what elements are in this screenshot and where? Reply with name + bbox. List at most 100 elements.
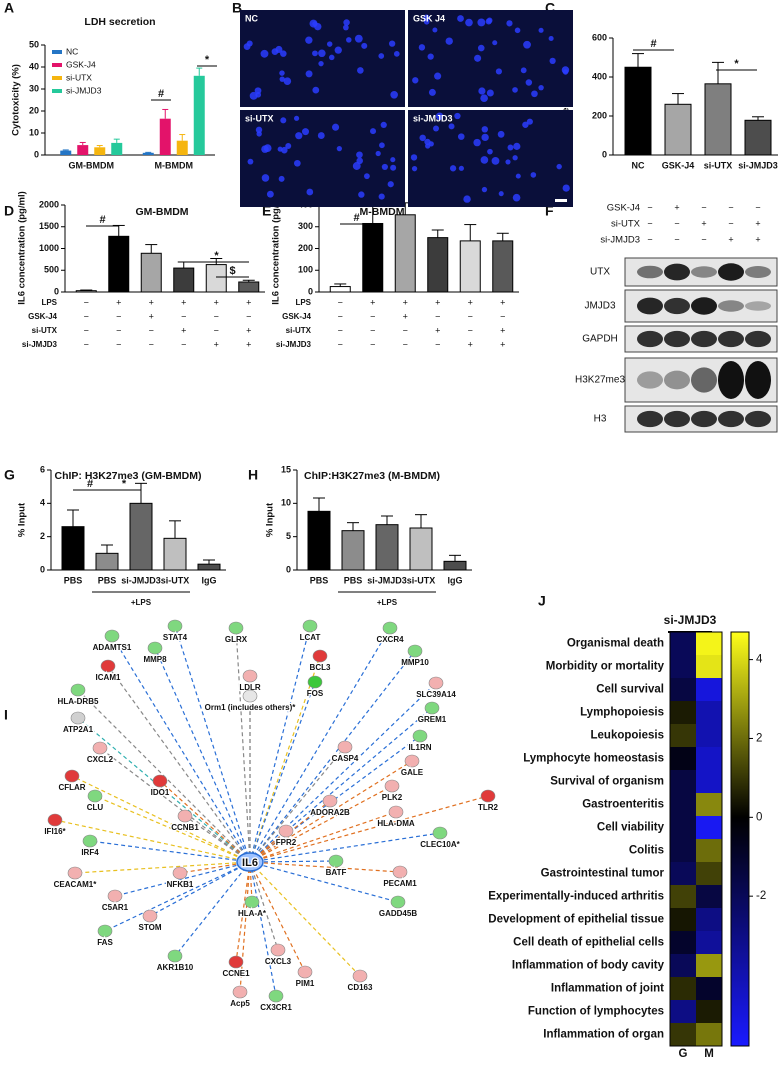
heatmap-cell <box>696 885 722 909</box>
network-edge <box>89 840 251 863</box>
panel-label: H <box>248 467 258 483</box>
heatmap-cell <box>696 839 722 863</box>
treatment-mark: + <box>370 297 375 307</box>
row-label: Lymphocyte homeostasis <box>523 753 664 765</box>
network-edge <box>74 861 251 874</box>
y-axis-label: % Input <box>265 502 276 537</box>
nucleus <box>445 37 453 45</box>
treatment-mark: − <box>149 325 154 335</box>
nucleus <box>328 54 335 61</box>
bar <box>94 147 106 155</box>
blot-band <box>637 371 663 389</box>
network-edge <box>249 655 321 863</box>
condition-mark: − <box>674 218 679 228</box>
panel-label: D <box>4 203 14 219</box>
treatment-mark: + <box>403 297 408 307</box>
heatmap-cell <box>696 954 722 978</box>
nucleus <box>485 18 492 25</box>
nucleus <box>278 175 285 182</box>
node-label: ADORA2B <box>310 808 350 817</box>
legend-label: si-UTX <box>66 72 92 82</box>
node-label: MMP10 <box>401 658 429 667</box>
significance-mark: # <box>87 478 93 490</box>
node-label: C5AR1 <box>102 903 129 912</box>
heatmap-cell <box>696 770 722 794</box>
bar <box>77 145 89 155</box>
x-tick-label: M-BMDM <box>155 160 194 170</box>
node-label: NFKB1 <box>167 880 194 889</box>
blot-band <box>691 266 717 278</box>
heatmap-cell <box>696 977 722 1001</box>
network-node <box>278 824 294 838</box>
node-label: IRF4 <box>81 848 99 857</box>
heatmap-cell <box>696 1023 722 1047</box>
nucleus <box>434 72 442 80</box>
blot-band <box>664 410 690 428</box>
y-axis-label: % Input <box>17 502 28 537</box>
heatmap-frame <box>669 631 723 1047</box>
row-label: Gastroenteritis <box>582 799 664 811</box>
nucleus <box>375 150 381 157</box>
center-node <box>236 852 264 872</box>
row-label: Gastrointestinal tumor <box>541 868 665 880</box>
bar <box>129 502 153 571</box>
nucleus <box>410 154 418 161</box>
nucleus <box>538 27 544 33</box>
significance-mark: # <box>99 214 105 226</box>
nucleus <box>255 126 263 134</box>
node-label: CX3CR1 <box>260 1003 292 1012</box>
row-label: Cell death of epithelial cells <box>513 937 664 949</box>
node-label: FOS <box>307 689 324 698</box>
bar <box>704 83 732 156</box>
y-tick-label: 15 <box>281 464 291 474</box>
treatment-mark: − <box>149 339 154 349</box>
nucleus <box>312 50 318 57</box>
row-label: LPS <box>41 298 57 307</box>
node-label: LCAT <box>300 633 321 642</box>
heatmap-cell <box>696 655 722 679</box>
nucleus <box>390 164 397 171</box>
row-label: si-JMJD3 <box>276 340 312 349</box>
row-label: si-UTX <box>32 326 58 335</box>
network-node <box>232 985 248 999</box>
legend-swatch <box>52 50 62 54</box>
nucleus <box>562 184 570 192</box>
heatmap-cell <box>670 655 696 679</box>
node-label: CXCL3 <box>265 957 292 966</box>
y-tick-label: 0 <box>308 286 313 296</box>
nucleus <box>305 70 313 78</box>
network-edge <box>249 650 416 863</box>
nucleus <box>480 94 488 103</box>
nucleus <box>354 34 363 43</box>
treatment-mark: + <box>246 325 251 335</box>
nucleus <box>481 126 489 133</box>
blot-band <box>691 297 717 315</box>
colorbar-tick-label: 0 <box>756 811 762 823</box>
y-tick-label: 100 <box>298 265 313 275</box>
network-edge <box>184 815 251 863</box>
blot-band <box>637 330 663 348</box>
nucleus <box>317 132 325 139</box>
nucleus <box>477 18 486 27</box>
bar <box>459 240 481 293</box>
row-label: si-UTX <box>286 326 312 335</box>
significance-mark: # <box>650 38 656 50</box>
nucleus <box>473 138 481 147</box>
row-label: Organismal death <box>567 638 664 650</box>
network-node <box>70 683 86 697</box>
blot-band <box>664 297 690 315</box>
y-tick-label: 0 <box>286 564 291 574</box>
network-node <box>228 955 244 969</box>
heatmap-cell <box>696 701 722 725</box>
nucleus <box>478 87 486 95</box>
bar <box>61 526 85 571</box>
row-label: Inflammation of organ <box>543 1029 664 1041</box>
network-edge <box>77 717 251 863</box>
nucleus <box>390 157 396 163</box>
column-label: G <box>679 1048 688 1060</box>
y-tick-label: 5 <box>286 531 291 541</box>
legend-label: NC <box>66 46 78 56</box>
nucleus <box>525 79 533 86</box>
nucleus <box>522 121 529 128</box>
heatmap-cell <box>670 816 696 840</box>
